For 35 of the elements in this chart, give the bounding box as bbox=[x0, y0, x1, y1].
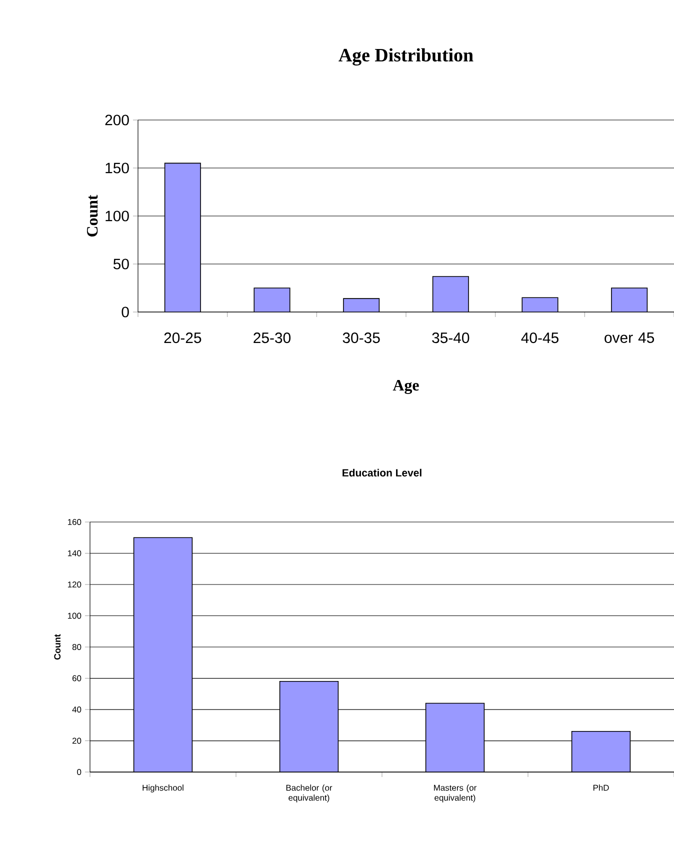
x-tick-label: Bachelor (or equivalent) bbox=[286, 784, 332, 802]
y-tick-label: 0 bbox=[122, 306, 129, 318]
x-tick-label: 20-25 bbox=[164, 332, 202, 344]
x-tick-label: 35-40 bbox=[432, 332, 470, 344]
chart-title: Education Level bbox=[342, 468, 422, 477]
x-tick-label: Highschool bbox=[142, 784, 184, 792]
x-tick-label: Masters (or equivalent) bbox=[434, 784, 476, 802]
y-tick-label: 40 bbox=[72, 706, 82, 713]
y-tick-label: 100 bbox=[106, 210, 129, 222]
y-axis-title: Count bbox=[54, 634, 61, 660]
x-tick-label: over 45 bbox=[604, 332, 654, 343]
y-tick-label: 140 bbox=[68, 550, 82, 556]
y-tick-label: 0 bbox=[77, 769, 82, 776]
chart-title: Age Distribution bbox=[338, 48, 474, 66]
bar bbox=[432, 276, 469, 312]
x-tick-label: PhD bbox=[593, 784, 609, 791]
y-axis-title: Count bbox=[86, 194, 98, 236]
x-tick-label: 40-45 bbox=[521, 332, 558, 344]
y-tick-label: 50 bbox=[113, 258, 129, 270]
y-tick-label: 160 bbox=[68, 519, 82, 526]
x-axis-title: Age bbox=[392, 380, 419, 394]
x-tick-label: 25-30 bbox=[254, 332, 291, 344]
y-tick-label: 200 bbox=[105, 114, 129, 126]
bar bbox=[522, 297, 558, 312]
bar bbox=[164, 162, 201, 312]
x-tick-label: 30-35 bbox=[342, 332, 380, 344]
y-tick-label: 60 bbox=[72, 675, 82, 682]
bar bbox=[254, 288, 290, 312]
y-tick-label: 20 bbox=[72, 738, 82, 744]
y-tick-label: 80 bbox=[72, 644, 82, 650]
bar bbox=[611, 288, 648, 312]
y-tick-label: 100 bbox=[68, 612, 82, 619]
y-tick-label: 120 bbox=[68, 582, 82, 588]
y-tick-label: 150 bbox=[106, 162, 129, 174]
bar bbox=[343, 298, 380, 312]
